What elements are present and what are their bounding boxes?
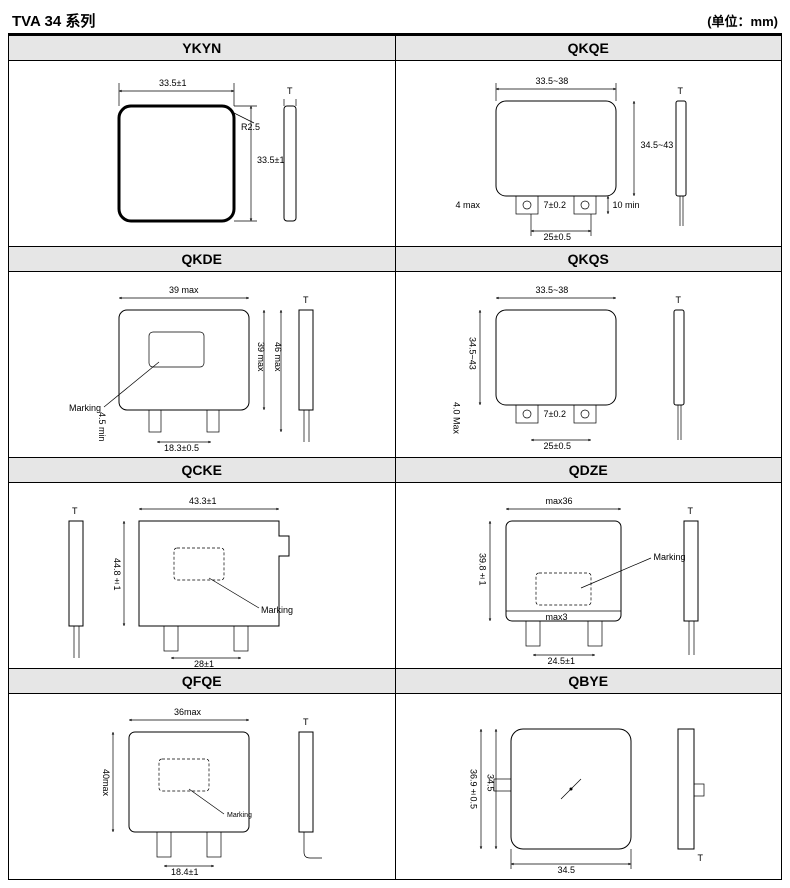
dim-pitch: 25±0.5 [544, 442, 571, 451]
dim-t: T [676, 296, 682, 305]
cell-qkde: QKDE 39 max 39 max 46 max 4.5 min 18.3±0… [9, 247, 396, 458]
dim-r: R2.5 [241, 123, 260, 132]
dim-leadh: 10 min [613, 201, 640, 210]
marking: Marking [69, 404, 101, 413]
dim-pitch: 18.4±1 [171, 868, 198, 877]
dim-h: 39.8±1 [478, 553, 487, 586]
dim-leadh: 4.5 min [97, 412, 106, 442]
dim-t: T [698, 854, 704, 863]
dim-t: T [287, 87, 293, 96]
label-qkqe: QKQE [396, 36, 782, 61]
series-title: TVA 34 系列 [12, 10, 95, 31]
dim-w: 43.3±1 [189, 497, 216, 506]
dim-t: T [303, 296, 309, 305]
dim-h: 44.8±1 [112, 558, 121, 591]
dim-pitch: 18.3±0.5 [164, 444, 199, 453]
dim-h: 40max [101, 769, 110, 796]
dim-h1: 36.9±0.5 [469, 769, 478, 809]
dim-leadl: 4 max [456, 201, 481, 210]
marking: Marking [227, 812, 252, 819]
dim-leadl: 4.0 Max [452, 402, 461, 434]
dim-w: 39 max [169, 286, 199, 295]
label-qdze: QDZE [396, 458, 782, 483]
label-qbye: QBYE [396, 669, 782, 694]
dim-h: 33.5±1 [257, 156, 284, 165]
dim-w: 33.5±1 [159, 79, 186, 88]
dim-t: T [688, 507, 694, 516]
dim-t: T [678, 87, 684, 96]
dim-h: 34.5~43 [641, 141, 674, 150]
dim-t: T [72, 507, 78, 516]
dim-w: 33.5~38 [536, 286, 569, 295]
dim-pitch: 24.5±1 [548, 657, 575, 666]
dim-h2: 46 max [273, 342, 282, 372]
dim-h: 34.5~43 [468, 337, 477, 370]
dim-pitch: 28±1 [194, 660, 214, 669]
cell-qkqe: QKQE 33.5~38 34.5~43 10 min 4 max [395, 36, 782, 247]
page-header: TVA 34 系列 (单位：mm) [8, 8, 782, 35]
cell-qfqe: QFQE 36max 40max 18.4±1 T Marking [9, 669, 396, 880]
label-qkqs: QKQS [396, 247, 782, 272]
dim-t: T [303, 718, 309, 727]
dim-h1: 39 max [256, 342, 265, 372]
label-qfqe: QFQE [9, 669, 395, 694]
label-qkde: QKDE [9, 247, 395, 272]
dim-pitch: 25±0.5 [544, 233, 571, 242]
dim-tabh: 7±0.2 [544, 410, 566, 419]
cell-ykyn: YKYN 33.5±1 33.5±1 T R2.5 [9, 36, 396, 247]
dim-step: max3 [546, 613, 568, 622]
dim-h2: 34.5 [486, 774, 495, 792]
dim-w: 36max [174, 708, 201, 717]
dim-w: 33.5~38 [536, 77, 569, 86]
label-ykyn: YKYN [9, 36, 395, 61]
dim-tabh: 7±0.2 [544, 201, 566, 210]
cell-qcke: QCKE T 43.3±1 44.8±1 28±1 Marking [9, 458, 396, 669]
package-grid: YKYN 33.5±1 33.5±1 T R2.5 QKQE [8, 35, 782, 880]
marking: Marking [261, 606, 293, 615]
label-qcke: QCKE [9, 458, 395, 483]
marking: Marking [654, 553, 686, 562]
dim-w: max36 [546, 497, 573, 506]
cell-qkqs: QKQS 33.5~38 34.5~43 4.0 Max 7±0.2 25±0.… [395, 247, 782, 458]
unit-label: (单位：mm) [707, 11, 778, 30]
cell-qbye: QBYE 34.5 36.9±0.5 34.5 T [395, 669, 782, 880]
cell-qdze: QDZE max36 39.8±1 max3 24.5±1 T Marking [395, 458, 782, 669]
